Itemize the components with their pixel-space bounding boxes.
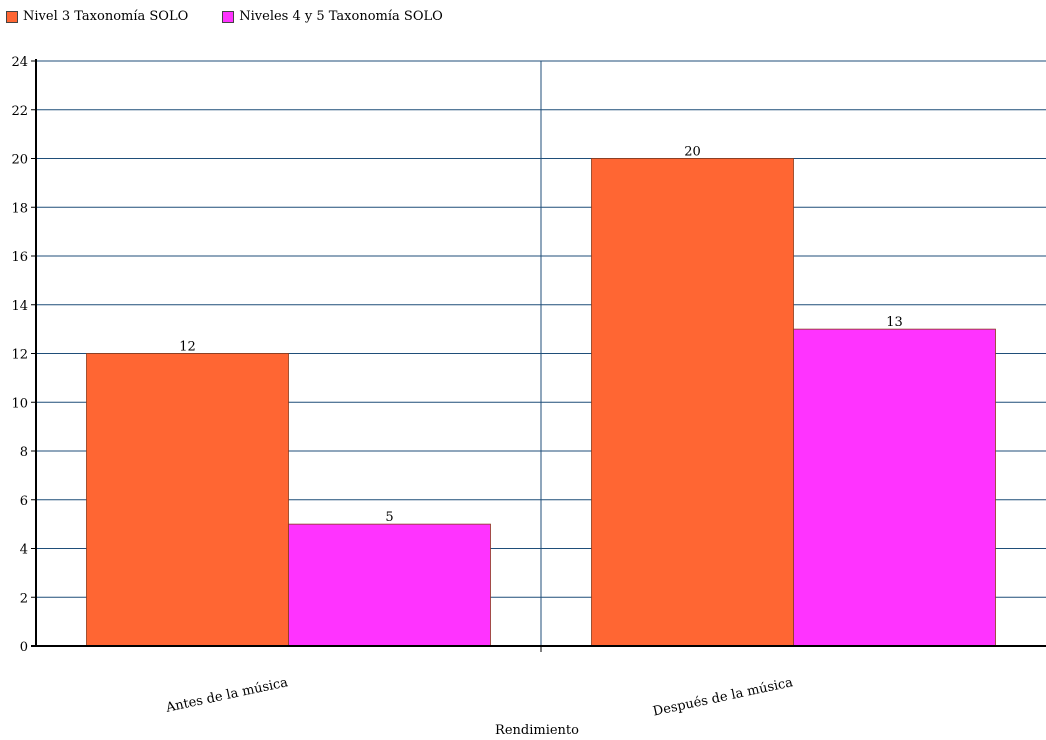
y-tick-label: 14 bbox=[11, 299, 28, 314]
legend-label-series-2: Niveles 4 y 5 Taxonomía SOLO bbox=[239, 9, 443, 24]
legend: Nivel 3 Taxonomía SOLO Niveles 4 y 5 Tax… bbox=[6, 9, 443, 24]
bar-value-label: 20 bbox=[684, 145, 701, 160]
legend-swatch-series-1 bbox=[6, 10, 18, 23]
bar-value-label: 12 bbox=[179, 340, 196, 355]
legend-item-series-2: Niveles 4 y 5 Taxonomía SOLO bbox=[222, 9, 443, 24]
bar-1-1 bbox=[86, 353, 289, 647]
y-tick-label: 20 bbox=[11, 153, 28, 168]
y-tick-label: 8 bbox=[20, 445, 28, 460]
x-tick-label: Antes de la música bbox=[164, 675, 290, 716]
y-tick-label: 18 bbox=[11, 201, 28, 216]
legend-label-series-1: Nivel 3 Taxonomía SOLO bbox=[23, 9, 189, 24]
y-tick-label: 6 bbox=[20, 494, 28, 509]
y-tick-label: 12 bbox=[11, 348, 28, 363]
x-axis-title: Rendimiento bbox=[495, 723, 579, 738]
y-tick-label: 0 bbox=[20, 640, 28, 655]
y-tick-label: 22 bbox=[11, 104, 28, 119]
y-tick-label: 2 bbox=[20, 591, 28, 606]
bar-1-2 bbox=[591, 158, 794, 647]
y-tick-label: 4 bbox=[20, 543, 28, 558]
bar-value-label: 5 bbox=[385, 510, 393, 525]
bar-2-1 bbox=[288, 523, 491, 647]
bar-value-label: 13 bbox=[886, 315, 903, 330]
legend-swatch-series-2 bbox=[222, 10, 235, 23]
y-tick-label: 16 bbox=[11, 250, 28, 265]
bar-2-2 bbox=[793, 328, 996, 647]
legend-item-series-1: Nivel 3 Taxonomía SOLO bbox=[6, 9, 188, 24]
y-tick-label: 10 bbox=[11, 396, 28, 411]
y-tick-label: 24 bbox=[11, 55, 28, 70]
x-tick-label: Después de la música bbox=[652, 675, 795, 719]
